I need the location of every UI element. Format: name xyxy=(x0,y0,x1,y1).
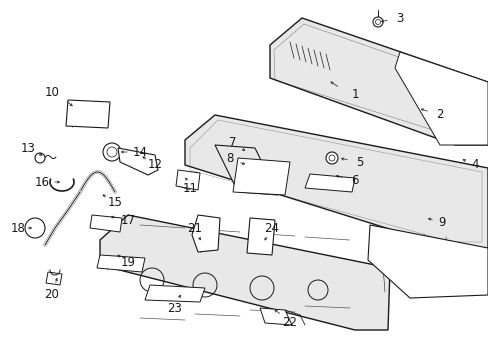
Text: 15: 15 xyxy=(107,195,122,208)
Circle shape xyxy=(35,153,45,163)
Text: 14: 14 xyxy=(132,145,147,158)
Polygon shape xyxy=(118,148,158,175)
Text: 20: 20 xyxy=(44,288,60,302)
Text: 16: 16 xyxy=(35,175,49,189)
Text: 9: 9 xyxy=(437,216,445,229)
Polygon shape xyxy=(394,52,487,145)
Polygon shape xyxy=(260,308,291,325)
Text: 18: 18 xyxy=(11,221,25,234)
Text: 19: 19 xyxy=(120,256,135,269)
Text: 10: 10 xyxy=(44,85,60,99)
Polygon shape xyxy=(305,174,354,192)
Polygon shape xyxy=(66,100,110,128)
Text: 8: 8 xyxy=(226,152,233,165)
Polygon shape xyxy=(192,215,220,252)
Polygon shape xyxy=(97,255,145,272)
Circle shape xyxy=(372,17,382,27)
Text: 22: 22 xyxy=(282,315,297,328)
Polygon shape xyxy=(246,218,274,255)
Polygon shape xyxy=(90,215,122,232)
Text: 4: 4 xyxy=(470,158,478,171)
Polygon shape xyxy=(100,215,389,330)
Polygon shape xyxy=(184,115,487,248)
Text: 5: 5 xyxy=(356,156,363,168)
Text: 12: 12 xyxy=(147,158,162,171)
Polygon shape xyxy=(367,225,487,298)
Polygon shape xyxy=(176,170,200,190)
Circle shape xyxy=(103,143,121,161)
Polygon shape xyxy=(232,158,289,195)
Text: 21: 21 xyxy=(187,221,202,234)
Polygon shape xyxy=(269,18,487,145)
Text: 11: 11 xyxy=(182,181,197,194)
Text: 7: 7 xyxy=(229,135,236,148)
Text: 6: 6 xyxy=(350,174,358,186)
Text: 24: 24 xyxy=(264,221,279,234)
Polygon shape xyxy=(46,272,62,285)
Text: 17: 17 xyxy=(120,213,135,226)
Circle shape xyxy=(325,152,337,164)
Polygon shape xyxy=(215,145,278,195)
Polygon shape xyxy=(145,285,204,302)
Text: 3: 3 xyxy=(395,12,403,24)
Circle shape xyxy=(25,218,45,238)
Text: 23: 23 xyxy=(167,302,182,315)
Text: 1: 1 xyxy=(350,89,358,102)
Text: 13: 13 xyxy=(20,141,35,154)
Text: 2: 2 xyxy=(435,108,443,122)
